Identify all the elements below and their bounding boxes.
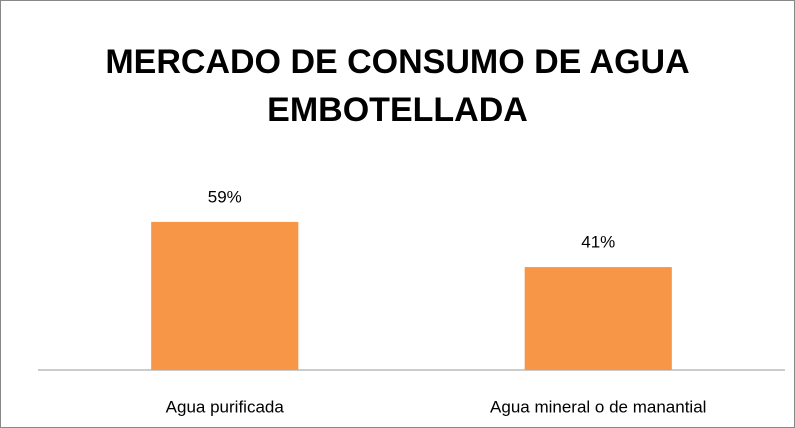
x-tick-label: Agua purificada bbox=[166, 397, 285, 416]
value-label: 59% bbox=[208, 187, 242, 206]
chart-title: MERCADO DE CONSUMO DE AGUA EMBOTELLADA bbox=[105, 43, 690, 129]
x-tick-label: Agua mineral o de manantial bbox=[490, 397, 706, 416]
value-label: 41% bbox=[581, 233, 615, 252]
bar bbox=[151, 221, 299, 370]
bar bbox=[524, 267, 672, 370]
